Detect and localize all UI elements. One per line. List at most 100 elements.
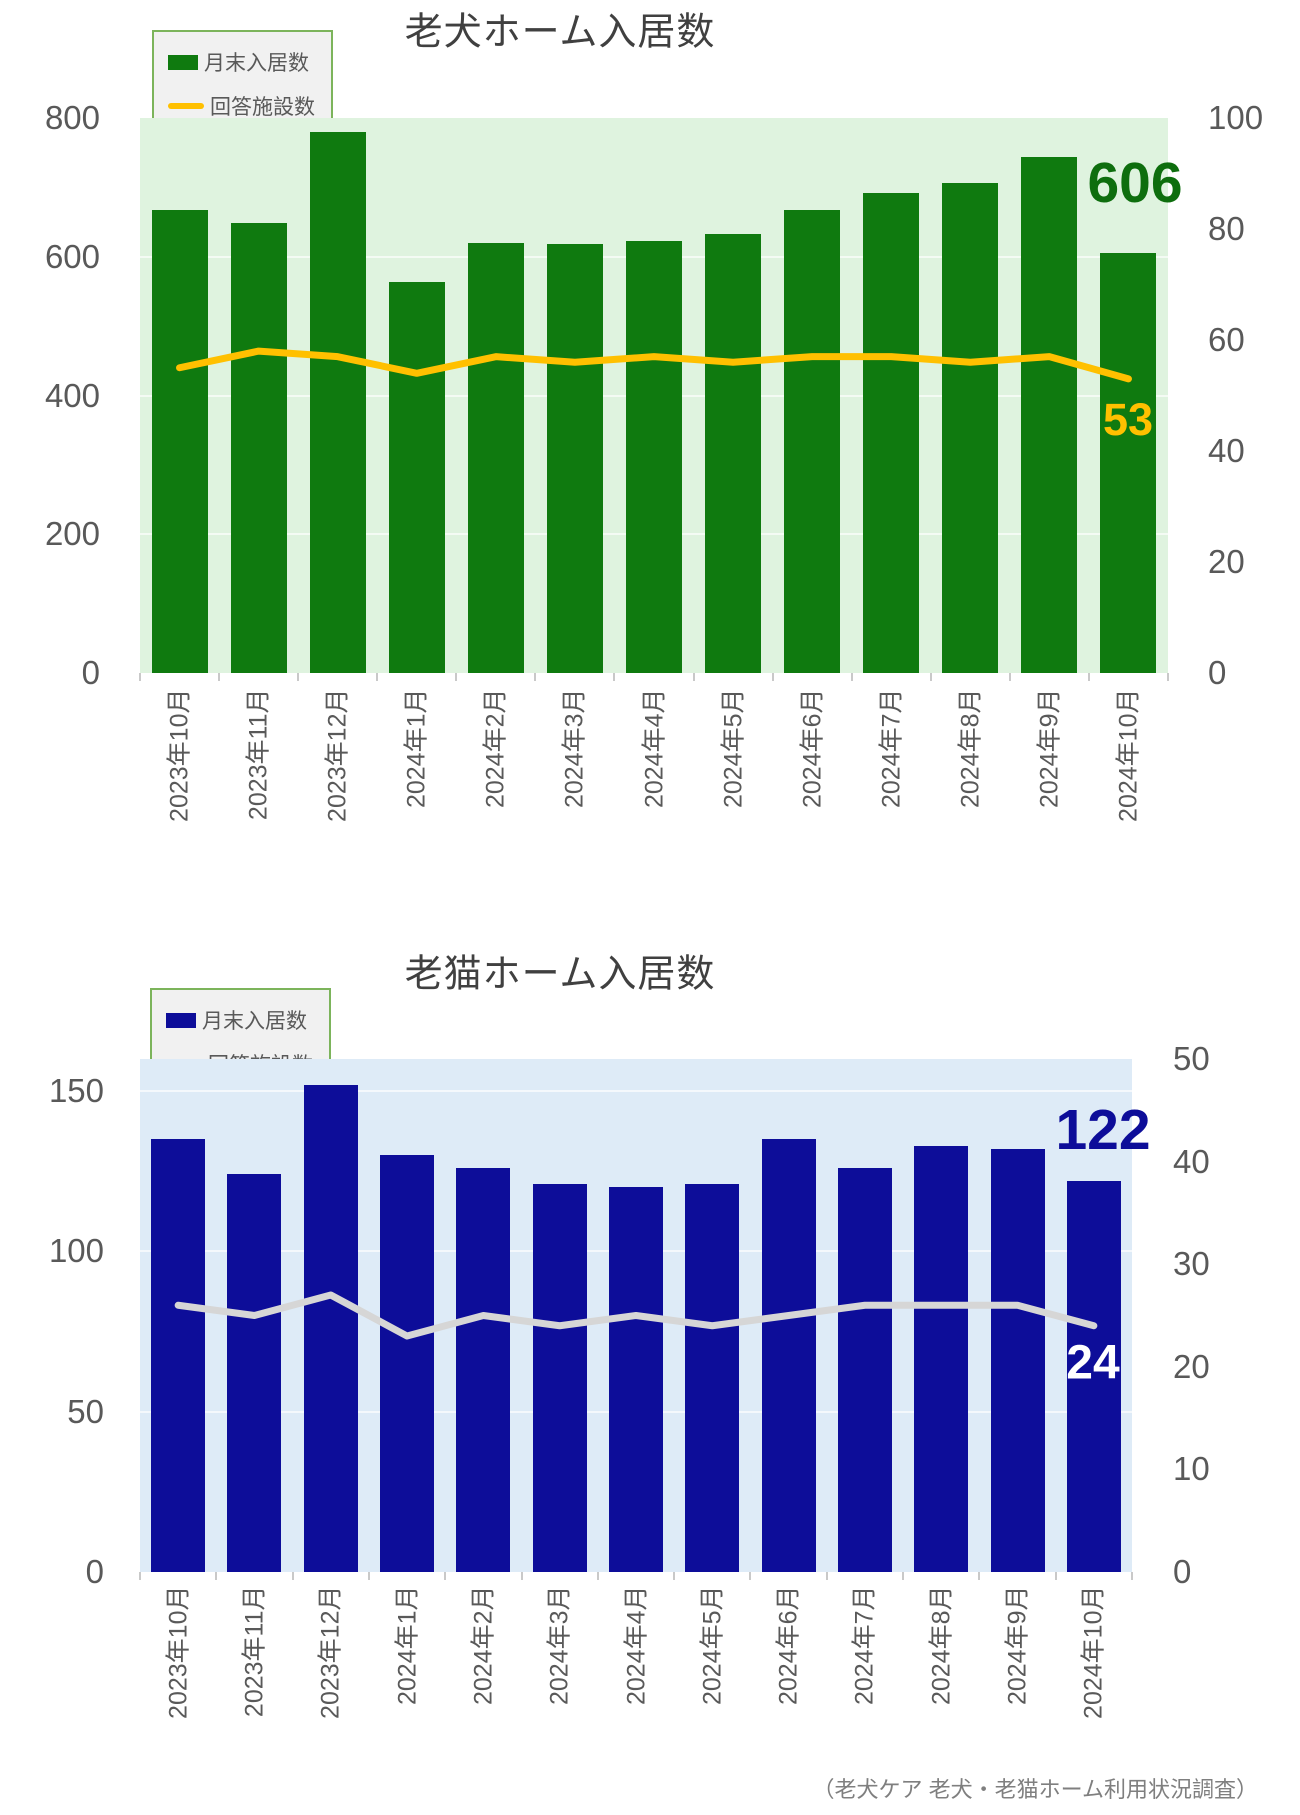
x-axis-tickmark [673, 1572, 676, 1580]
x-axis-tickmark [902, 1572, 905, 1580]
bar-2024年1月 [388, 282, 445, 673]
y-axis-right-label-30: 30 [1173, 1245, 1210, 1283]
x-axis-tickmark [139, 673, 141, 681]
bar-2024年4月 [626, 241, 682, 673]
value-label-回答施設数: 24 [1066, 1336, 1120, 1390]
x-axis-tickmark [215, 1572, 218, 1580]
y-axis-left-label-0: 0 [81, 654, 100, 691]
x-axis-label-2024年3月: 2024年3月 [545, 1585, 574, 1705]
bar-2024年3月 [532, 1184, 587, 1572]
x-axis-tickmark [297, 673, 300, 681]
x-axis-tickmark [444, 1572, 447, 1580]
x-axis-tickmark [520, 1572, 523, 1580]
bar-2024年6月 [784, 209, 841, 673]
bar-2024年9月 [1021, 156, 1078, 673]
bar-2024年9月 [990, 1148, 1045, 1572]
y-axis-right-label-10: 10 [1173, 1450, 1210, 1488]
y-axis-right-label-50: 50 [1173, 1040, 1210, 1077]
x-axis-tickmark [376, 673, 379, 681]
bar-2024年8月 [942, 182, 999, 673]
legend-item-facilities: 回答施設数 [168, 84, 315, 128]
bar-2023年12月 [303, 1084, 358, 1572]
bar-2023年12月 [309, 131, 366, 673]
x-axis-tickmark [613, 673, 616, 681]
y-axis-left-label-200: 200 [44, 515, 100, 553]
bar-2024年7月 [863, 192, 920, 673]
y-axis-left-label-600: 600 [44, 237, 100, 275]
x-axis-label-2024年7月: 2024年7月 [850, 1585, 879, 1705]
bar-2023年10月 [151, 1139, 206, 1572]
y-axis-left-label-800: 800 [44, 99, 100, 136]
x-axis-label-2024年5月: 2024年5月 [698, 1585, 727, 1705]
legend-label: 月末入居数 [204, 52, 309, 75]
x-axis-tickmark [850, 673, 853, 681]
x-axis-tickmark [692, 673, 695, 681]
x-axis-label-2024年9月: 2024年9月 [1003, 1585, 1032, 1705]
y-axis-right-label-40: 40 [1208, 432, 1245, 469]
legend-label: 回答施設数 [210, 96, 315, 119]
x-axis-label-2024年2月: 2024年2月 [469, 1585, 498, 1705]
y-axis-right-label-40: 40 [1173, 1142, 1210, 1180]
x-axis-tickmark [291, 1572, 294, 1580]
x-axis-tickmark [1008, 673, 1011, 681]
bar-swatch-icon [166, 1012, 196, 1028]
bar-2023年10月 [151, 209, 208, 673]
x-axis-tickmark [1054, 1572, 1057, 1580]
x-axis-tickmark [749, 1572, 752, 1580]
x-axis-label-2023年11月: 2023年11月 [240, 1585, 269, 1717]
bar-2024年8月 [914, 1145, 969, 1572]
bar-2024年5月 [705, 233, 762, 673]
x-axis-label-2024年8月: 2024年8月 [927, 1585, 956, 1705]
y-axis-left-label-150: 150 [48, 1072, 104, 1110]
line-swatch-icon [168, 103, 204, 109]
bar-2024年1月 [380, 1155, 435, 1572]
y-axis-right-label-60: 60 [1208, 321, 1245, 358]
x-axis-label-2024年1月: 2024年1月 [393, 1585, 422, 1705]
x-axis-tickmark [929, 673, 932, 681]
y-axis-right-label-80: 80 [1208, 210, 1245, 247]
x-axis-label-2024年4月: 2024年4月 [622, 1585, 650, 1705]
cat-chart-title: 老猫ホーム入居数 [404, 953, 716, 996]
y-axis-left-label-0: 0 [85, 1553, 104, 1590]
x-axis-label-2024年6月: 2024年6月 [774, 1585, 803, 1705]
bar-swatch-icon [168, 54, 198, 70]
source-note: （老犬ケア 老犬・老猫ホーム利用状況調査） [812, 1777, 1258, 1802]
x-axis-tickmark [455, 673, 458, 681]
value-label-月末入居数: 122 [1055, 1098, 1151, 1162]
trend-line-path [174, 1291, 1098, 1340]
bar-2024年2月 [467, 242, 524, 673]
value-label-月末入居数: 606 [1087, 151, 1183, 215]
bar-2023年11月 [230, 223, 287, 673]
y-axis-right-label-20: 20 [1208, 543, 1245, 580]
x-axis-tickmark [1087, 673, 1090, 681]
y-axis-right-label-100: 100 [1208, 99, 1264, 136]
bar-2024年6月 [761, 1139, 816, 1572]
dog-chart-title: 老犬ホーム入居数 [404, 11, 716, 54]
y-axis-left-label-50: 50 [67, 1392, 104, 1430]
x-axis-label-2023年10月: 2023年10月 [164, 1585, 193, 1719]
x-axis-tickmark [825, 1572, 828, 1580]
x-axis-tickmark [139, 1572, 141, 1580]
legend-item-occupancy: 月末入居数 [168, 40, 315, 84]
bar-2024年3月 [546, 243, 603, 673]
bar-2024年10月 [1100, 252, 1157, 673]
legend-item-occupancy: 月末入居数 [166, 998, 313, 1042]
x-axis-tickmark [771, 673, 774, 681]
y-axis-right-label-20: 20 [1173, 1347, 1210, 1385]
bar-2024年5月 [685, 1184, 740, 1572]
bar-2024年10月 [1066, 1180, 1121, 1572]
y-axis-right-label-0: 0 [1173, 1553, 1192, 1590]
x-axis-tickmark [1131, 1572, 1133, 1580]
x-axis-label-2023年12月: 2023年12月 [316, 1585, 345, 1719]
y-axis-left-label-100: 100 [48, 1232, 104, 1270]
value-label-回答施設数: 53 [1102, 394, 1154, 445]
x-axis-tickmark [978, 1572, 981, 1580]
x-axis-tickmark [596, 1572, 599, 1580]
x-axis-tickmark [218, 673, 221, 681]
x-axis-tickmark [1167, 673, 1169, 681]
y-axis-left-label-400: 400 [44, 376, 100, 414]
x-axis-tickmark [367, 1572, 370, 1580]
